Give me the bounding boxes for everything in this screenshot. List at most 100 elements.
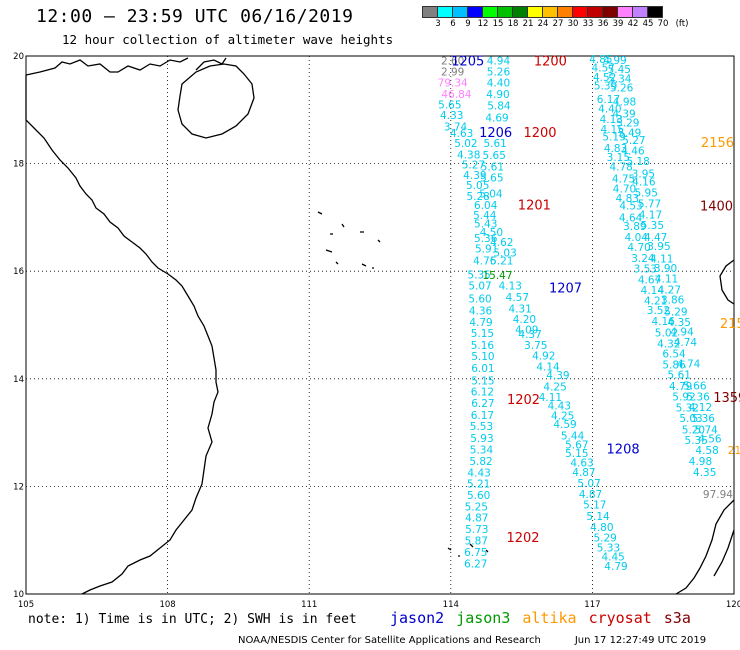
scale-label: 12: [477, 19, 489, 29]
scale-label: 70: [657, 19, 669, 29]
swh-value: 4.83: [616, 193, 639, 205]
pass-time-label: 1200: [534, 54, 567, 69]
swh-value: 15.47: [482, 270, 512, 282]
pass-time-label: 2155: [720, 317, 740, 332]
swh-value: 4.21: [644, 295, 667, 307]
swh-value: 5.14: [586, 511, 610, 523]
lon-tick-label: 105: [18, 600, 34, 610]
swh-value: 5.61: [481, 161, 504, 173]
lon-tick-label: 108: [159, 600, 175, 610]
pass-time-label: 1205: [451, 54, 484, 69]
scale-label: 15: [492, 19, 504, 29]
swh-value: 4.31: [508, 303, 531, 315]
scale-label: 45: [642, 19, 654, 29]
swh-value: 5.26: [610, 83, 634, 95]
pass-time-label: 1359: [713, 391, 740, 406]
swh-value: 5.02: [655, 328, 678, 340]
swh-value: 4.45: [601, 551, 624, 563]
lat-tick-label: 16: [13, 267, 24, 277]
swh-value: 4.83: [604, 143, 627, 155]
generated-timestamp: Jun 17 12:27:49 UTC 2019: [574, 635, 707, 646]
swh-value: 5.29: [593, 533, 616, 545]
swh-value: 5.60: [468, 294, 491, 306]
axis-tick-labels: 105 108 111 114 117 120 20 18 16 14 12 10: [13, 52, 740, 610]
scale-label: 21: [522, 19, 534, 29]
scale-label: 33: [582, 19, 594, 29]
swh-value: 5.61: [668, 369, 691, 381]
map-gridlines: [26, 56, 734, 594]
pass-time-label: 1200: [523, 126, 556, 141]
swh-value: 4.32: [657, 338, 680, 350]
swh-value: 4.40: [598, 104, 621, 116]
swh-value: 4.52: [593, 72, 616, 84]
swh-value: 6.01: [471, 363, 494, 375]
lat-tick-label: 18: [13, 160, 24, 170]
swh-value: 5.21: [490, 255, 513, 267]
lat-tick-label: 20: [13, 52, 24, 62]
swh-value: 97.94: [703, 489, 733, 501]
scale-swatches: [422, 6, 663, 18]
spratly-fragment: [447, 543, 489, 557]
swh-value: 5.60: [467, 490, 490, 502]
map-frame: [25, 55, 735, 595]
leizhou-coastline: [195, 57, 227, 71]
swh-value: 3.75: [524, 340, 547, 352]
swh-value: 5.26: [487, 67, 511, 79]
pass-time-label: 1208: [607, 443, 640, 458]
scale-swatch: [647, 6, 663, 18]
swh-value: 6.17: [597, 94, 620, 106]
swh-value: 5.65: [480, 173, 503, 185]
swh-value: 5.29: [664, 307, 687, 319]
swh-value: 4.33: [440, 110, 463, 122]
swh-value: 5.77: [638, 198, 661, 210]
swh-value: 5.36: [474, 233, 498, 245]
swh-value: 4.20: [513, 314, 536, 326]
swh-value: 5.03: [679, 413, 702, 425]
swh-value: 4.46: [621, 146, 645, 158]
swh-value: 4.57: [506, 292, 529, 304]
swh-value: 5.44: [561, 430, 585, 442]
swh-value: 4.74: [677, 359, 701, 371]
swh-value: 4.69: [485, 112, 508, 124]
swh-value: 4.74: [674, 337, 698, 349]
swh-value: 4.14: [641, 285, 665, 297]
swh-value: 5.33: [597, 543, 620, 555]
pass-time-label: 1201: [518, 198, 551, 213]
swh-value: 5.67: [565, 439, 588, 451]
scale-unit: (ft): [675, 19, 689, 29]
swh-value: 5.49: [618, 127, 641, 139]
swh-value: 4.59: [553, 419, 576, 431]
swh-value: 4.35: [693, 467, 716, 479]
luzon-coastline: [719, 259, 735, 305]
swh-value: 5.20: [682, 424, 705, 436]
swh-value: 3.95: [632, 168, 655, 180]
swh-value: 6.12: [471, 387, 494, 399]
swh-value: 5.27: [462, 160, 485, 172]
satellite-name: jason3: [456, 609, 511, 627]
swh-value: 4.87: [465, 513, 488, 525]
swh-value: 5.02: [454, 138, 477, 150]
scale-label: 39: [612, 19, 624, 29]
swh-value: 6.04: [474, 200, 498, 212]
swh-value: 5.34: [608, 74, 632, 86]
swh-value: 4.47: [644, 232, 667, 244]
satellite-legend: jason2 jason3 altika cryosat s3a: [390, 609, 703, 627]
pass-time-label: 1400: [700, 200, 733, 215]
lon-tick-label: 111: [301, 600, 317, 610]
swh-value: 4.98: [689, 456, 712, 468]
swh-value: 4.79: [469, 317, 492, 329]
swh-value: 3.53: [634, 264, 657, 276]
swh-value: 4.87: [572, 467, 595, 479]
map-subtitle: 12 hour collection of altimeter wave hei…: [62, 32, 394, 47]
swh-value: 5.19: [602, 132, 625, 144]
swh-value: 5.82: [469, 456, 492, 468]
map-title: 12:00 – 23:59 UTC 06/16/2019: [36, 6, 354, 27]
swh-value: 4.78: [609, 161, 632, 173]
swh-value: 5.35: [685, 435, 708, 447]
satellite-name: jason2: [390, 609, 445, 627]
scale-label: 24: [537, 19, 549, 29]
lat-tick-label: 12: [13, 482, 24, 492]
swh-value: 2.99: [441, 67, 464, 79]
swh-value: 4.37: [518, 329, 541, 341]
scale-label: 6: [450, 19, 456, 29]
